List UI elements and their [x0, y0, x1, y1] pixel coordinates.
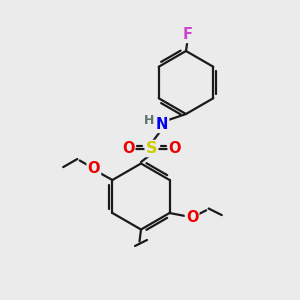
- Text: O: O: [122, 141, 134, 156]
- Text: O: O: [169, 141, 181, 156]
- Text: N: N: [156, 117, 168, 132]
- Text: S: S: [146, 141, 157, 156]
- Text: H: H: [144, 114, 154, 128]
- Text: F: F: [182, 27, 193, 42]
- Text: O: O: [186, 210, 198, 225]
- Text: O: O: [88, 161, 100, 176]
